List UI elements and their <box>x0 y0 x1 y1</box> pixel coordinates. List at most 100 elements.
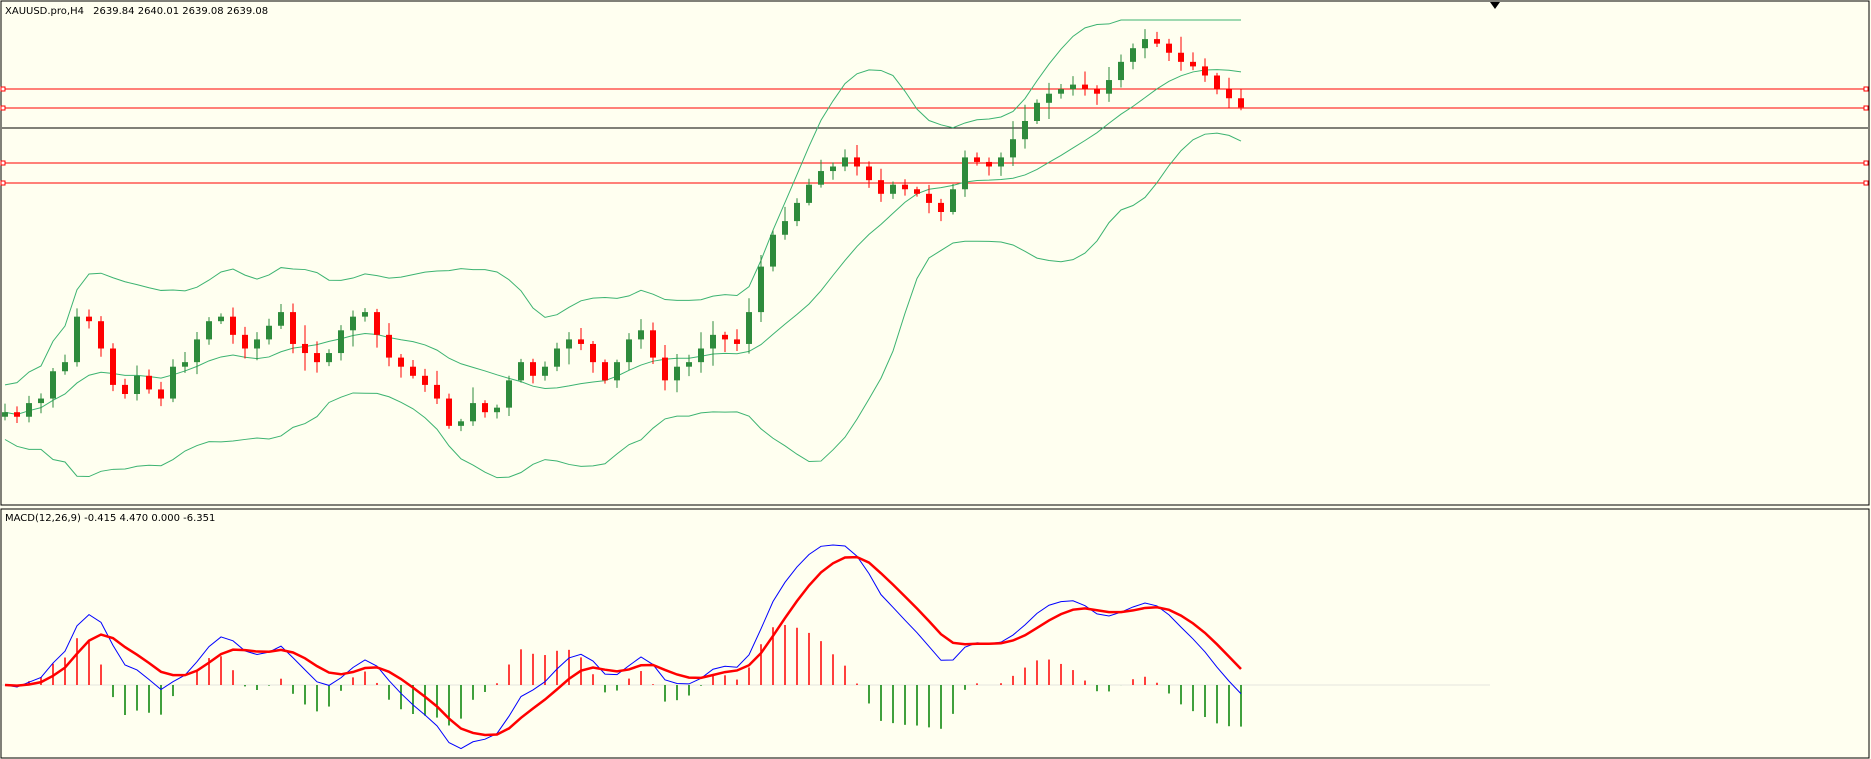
candle-body <box>1130 48 1136 62</box>
candle-body <box>758 266 764 313</box>
candle-body <box>458 421 464 426</box>
level-handle-right <box>1863 105 1869 111</box>
candle-body <box>206 321 212 340</box>
candle-body <box>50 371 56 399</box>
candle-body <box>710 334 716 349</box>
candle-body <box>782 221 788 235</box>
candle-body <box>1226 89 1232 99</box>
candle-body <box>194 339 200 363</box>
candle-body <box>962 157 968 190</box>
level-handle-left <box>0 86 6 92</box>
bollinger-upper <box>4 19 1241 386</box>
candle-body <box>1082 84 1088 90</box>
bollinger-middle <box>4 69 1242 415</box>
candle-body <box>302 343 308 354</box>
candle-body <box>926 193 932 203</box>
candle-body <box>794 202 800 222</box>
candle-body <box>830 166 836 172</box>
candle-body <box>1118 61 1124 81</box>
candle-body <box>122 384 128 394</box>
candle-body <box>590 343 596 363</box>
candle-body <box>626 339 632 363</box>
candle-body <box>386 334 392 358</box>
candle-body <box>866 166 872 181</box>
level-handle-left <box>0 180 6 186</box>
candle-body <box>278 312 284 326</box>
candle-body <box>986 161 992 167</box>
macd-indicator <box>2 544 1490 750</box>
candle-body <box>1154 39 1160 44</box>
candle-body <box>518 362 524 381</box>
candle-body <box>914 189 920 194</box>
symbol-label: XAUUSD.pro,H4 <box>5 6 84 17</box>
candle-body <box>362 312 368 317</box>
candle-body <box>1142 39 1148 49</box>
candle-body <box>398 357 404 367</box>
candle-body <box>1034 102 1040 121</box>
candle-body <box>938 202 944 212</box>
candle-body <box>1214 75 1220 90</box>
level-handle-left <box>0 160 6 166</box>
candle-body <box>770 234 776 267</box>
candle-body <box>170 366 176 399</box>
candle-body <box>722 334 728 340</box>
candle-body <box>974 157 980 162</box>
candle-body <box>950 189 956 212</box>
level-handle-right <box>1863 86 1869 92</box>
macd-signal-line <box>4 555 1242 737</box>
candle-body <box>242 334 248 349</box>
candle-body <box>14 412 20 417</box>
candle-body <box>374 312 380 335</box>
candle-body <box>578 339 584 344</box>
candle-body <box>1010 139 1016 158</box>
candle-body <box>134 375 140 394</box>
candle-body <box>1094 89 1100 94</box>
candle-body <box>98 321 104 349</box>
candle-body <box>446 398 452 426</box>
main-panel-border <box>0 0 1870 506</box>
candle-body <box>1058 89 1064 94</box>
candle-body <box>434 384 440 399</box>
candle-body <box>746 312 752 344</box>
candle-body <box>74 316 80 363</box>
candle-body <box>686 362 692 367</box>
shift-marker-icon[interactable] <box>1490 2 1500 9</box>
candlesticks <box>2 29 1244 432</box>
candle-body <box>890 184 896 194</box>
candle-body <box>494 407 500 413</box>
candle-body <box>326 353 332 363</box>
candle-body <box>482 403 488 413</box>
candle-body <box>1238 98 1244 108</box>
candle-body <box>290 312 296 344</box>
bollinger-bands <box>4 19 1242 479</box>
macd-label: MACD(12,26,9) -0.415 4.470 0.000 -6.351 <box>5 513 215 524</box>
candle-body <box>542 366 548 376</box>
candle-body <box>146 375 152 390</box>
candle-body <box>1166 43 1172 53</box>
candle-body <box>158 389 164 399</box>
candle-body <box>662 357 668 381</box>
candle-body <box>854 157 860 167</box>
candle-body <box>1178 52 1184 62</box>
candle-body <box>638 330 644 340</box>
candle-body <box>674 366 680 381</box>
candle-body <box>554 348 560 367</box>
candle-body <box>86 316 92 322</box>
candle-body <box>734 339 740 344</box>
candle-body <box>110 348 116 385</box>
candle-body <box>902 184 908 190</box>
candle-body <box>818 171 824 185</box>
level-handle-right <box>1863 180 1869 186</box>
candle-body <box>530 362 536 376</box>
symbol-header: XAUUSD.pro,H4 2639.84 2640.01 2639.08 26… <box>5 6 268 17</box>
bollinger-lower <box>4 132 1242 479</box>
candle-body <box>218 316 224 322</box>
candle-body <box>182 362 188 367</box>
candle-body <box>602 362 608 381</box>
candle-body <box>1202 66 1208 76</box>
candle-body <box>350 316 356 331</box>
candle-body <box>62 362 68 372</box>
candle-body <box>1070 84 1076 90</box>
